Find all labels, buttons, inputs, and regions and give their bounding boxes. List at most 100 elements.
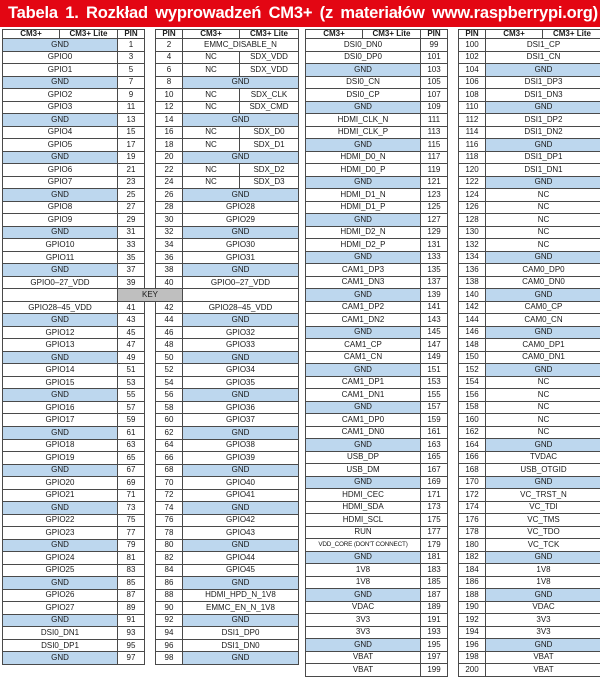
pin-row: GND 79 80 GND bbox=[2, 538, 299, 553]
gap-cell bbox=[144, 526, 156, 540]
pin-name-cell: GND bbox=[182, 501, 299, 515]
pin-name-cell: DSI0_DN1 bbox=[2, 626, 118, 640]
pin-number-cell: 178 bbox=[458, 525, 486, 539]
pin-number-cell: 92 bbox=[155, 613, 183, 628]
gap-cell bbox=[144, 651, 156, 665]
col-header-cm3-lite: CM3+ Lite bbox=[59, 29, 118, 39]
pin-name-cell: HDMI_D2_P bbox=[305, 238, 421, 252]
pin-row: USB_DP 165 166 TVDAC bbox=[305, 450, 600, 464]
gap-cell bbox=[144, 363, 156, 377]
gap-cell bbox=[447, 538, 459, 551]
pin-number-cell: 170 bbox=[458, 475, 486, 489]
pin-name-cell: USB_OTGID bbox=[485, 463, 600, 477]
pin-name-cell: GND bbox=[305, 550, 421, 564]
pin-number-cell: 163 bbox=[420, 438, 448, 452]
pin-row: GND 163 164 GND bbox=[305, 438, 600, 452]
pin-row: GPIO25 83 84 GPIO45 bbox=[2, 563, 299, 578]
pin-number-cell: 57 bbox=[117, 400, 145, 415]
gap-cell bbox=[447, 326, 459, 339]
pin-row: DSI0_CP 107 108 DSI1_DN3 bbox=[305, 88, 600, 102]
pin-number-cell: 179 bbox=[420, 538, 448, 552]
pin-name-cell: GPIO21 bbox=[2, 488, 118, 503]
pin-row: GND 55 56 GND bbox=[2, 388, 299, 402]
pin-number-cell: 78 bbox=[155, 526, 183, 540]
gap-cell bbox=[447, 413, 459, 426]
col-header-cm3-lite: CM3+ Lite bbox=[542, 29, 600, 39]
pin-name-cell: HDMI_D1_P bbox=[305, 200, 421, 214]
pin-number-cell: 168 bbox=[458, 463, 486, 477]
pin-name-cell: GPIO28–45_VDD bbox=[2, 300, 118, 315]
pin-name-cell: NC bbox=[182, 50, 240, 65]
pin-name-cell: GND bbox=[485, 325, 600, 339]
pin-number-cell: 30 bbox=[155, 213, 183, 227]
pin-row: GND 67 68 GND bbox=[2, 463, 299, 478]
col-header-cm3: CM3+ bbox=[2, 29, 60, 39]
pin-row: DSI0_DP1 95 96 DSI1_DN0 bbox=[2, 638, 299, 653]
pin-name-cell: 3V3 bbox=[305, 613, 421, 627]
pin-number-cell: 82 bbox=[155, 551, 183, 565]
pin-name-cell: SDX_D1 bbox=[239, 138, 299, 152]
pin-name-cell: DSI0_DP0 bbox=[305, 50, 421, 64]
col-header-cm3: CM3+ bbox=[485, 29, 543, 39]
gap-cell bbox=[447, 51, 459, 64]
pin-row: CAM1_CP 147 148 CAM0_DP1 bbox=[305, 338, 600, 352]
pin-row: GPIO22 75 76 GPIO42 bbox=[2, 513, 299, 528]
pin-number-cell: 189 bbox=[420, 600, 448, 614]
gap-cell bbox=[447, 276, 459, 289]
pin-number-cell: 182 bbox=[458, 550, 486, 564]
pin-number-cell: 70 bbox=[155, 476, 183, 490]
gap-cell bbox=[144, 226, 156, 239]
pin-name-cell: HDMI_CEC bbox=[305, 488, 421, 502]
pin-name-cell: GND bbox=[485, 475, 600, 489]
pin-name-cell: GPIO45 bbox=[182, 563, 299, 578]
pin-name-cell: GPIO37 bbox=[182, 413, 299, 427]
pin-number-cell: 49 bbox=[117, 350, 145, 365]
pin-row: 3V3 193 194 3V3 bbox=[305, 625, 600, 639]
pin-name-cell: SDX_D3 bbox=[239, 175, 299, 190]
gap-cell bbox=[447, 113, 459, 126]
gap-cell bbox=[144, 338, 156, 352]
pin-name-cell: CAM0_DP1 bbox=[485, 338, 600, 352]
pin-row: GND 37 38 GND bbox=[2, 263, 299, 277]
pin-name-cell: GPIO36 bbox=[182, 400, 299, 415]
pin-row: VBAT 197 198 VBAT bbox=[305, 650, 600, 664]
gap-cell bbox=[144, 514, 156, 527]
gap-cell bbox=[144, 451, 156, 465]
pin-name-cell: GND bbox=[485, 250, 600, 264]
pin-row: GND 7 8 GND bbox=[2, 75, 299, 90]
pin-name-cell: GND bbox=[182, 426, 299, 440]
gap-cell bbox=[144, 151, 156, 164]
pin-name-cell: DSI1_DP0 bbox=[182, 626, 299, 640]
pin-number-cell: 140 bbox=[458, 288, 486, 302]
pin-row: CAM1_DP1 153 154 NC bbox=[305, 375, 600, 389]
pin-name-cell: GPIO31 bbox=[182, 250, 299, 265]
pin-row: GPIO2 9 10 NC SDX_CLK bbox=[2, 88, 299, 102]
pin-name-cell: GND bbox=[182, 388, 299, 402]
gap-cell bbox=[144, 401, 156, 414]
pin-number-cell: 186 bbox=[458, 575, 486, 589]
pin-name-cell: GND bbox=[305, 63, 421, 77]
pin-name-cell: VC_TCK bbox=[485, 538, 600, 552]
pin-row: DSI0_DP0 101 102 DSI1_CN bbox=[305, 50, 600, 64]
pin-row: GND 121 122 GND bbox=[305, 175, 600, 189]
pin-name-cell: DSI1_DN0 bbox=[182, 638, 299, 653]
pin-number-cell: 15 bbox=[117, 125, 145, 140]
pin-name-cell: NC bbox=[485, 388, 600, 402]
pin-number-cell: 99 bbox=[420, 38, 448, 52]
pin-number-cell: 9 bbox=[117, 88, 145, 102]
pin-name-cell: GND bbox=[2, 350, 118, 365]
pin-number-cell: 177 bbox=[420, 525, 448, 539]
pin-name-cell: CAM1_DP0 bbox=[305, 413, 421, 427]
pin-number-cell: 43 bbox=[117, 313, 145, 327]
pinout-table-left: CM3+ CM3+ Lite PIN PIN CM3+ CM3+ Lite GN… bbox=[2, 29, 299, 665]
pin-number-cell: 161 bbox=[420, 425, 448, 439]
gap-cell bbox=[144, 176, 156, 189]
gap-cell bbox=[447, 351, 459, 364]
pin-row: GPIO26 87 88 HDMI_HPD_N_1V8 bbox=[2, 588, 299, 603]
pin-name-cell: GND bbox=[182, 225, 299, 240]
pin-name-cell: GPIO42 bbox=[182, 513, 299, 528]
pin-number-cell: 67 bbox=[117, 463, 145, 478]
pin-name-cell: HDMI_D0_N bbox=[305, 150, 421, 164]
pin-number-cell: 27 bbox=[117, 200, 145, 215]
pin-name-cell: NC bbox=[182, 88, 240, 102]
